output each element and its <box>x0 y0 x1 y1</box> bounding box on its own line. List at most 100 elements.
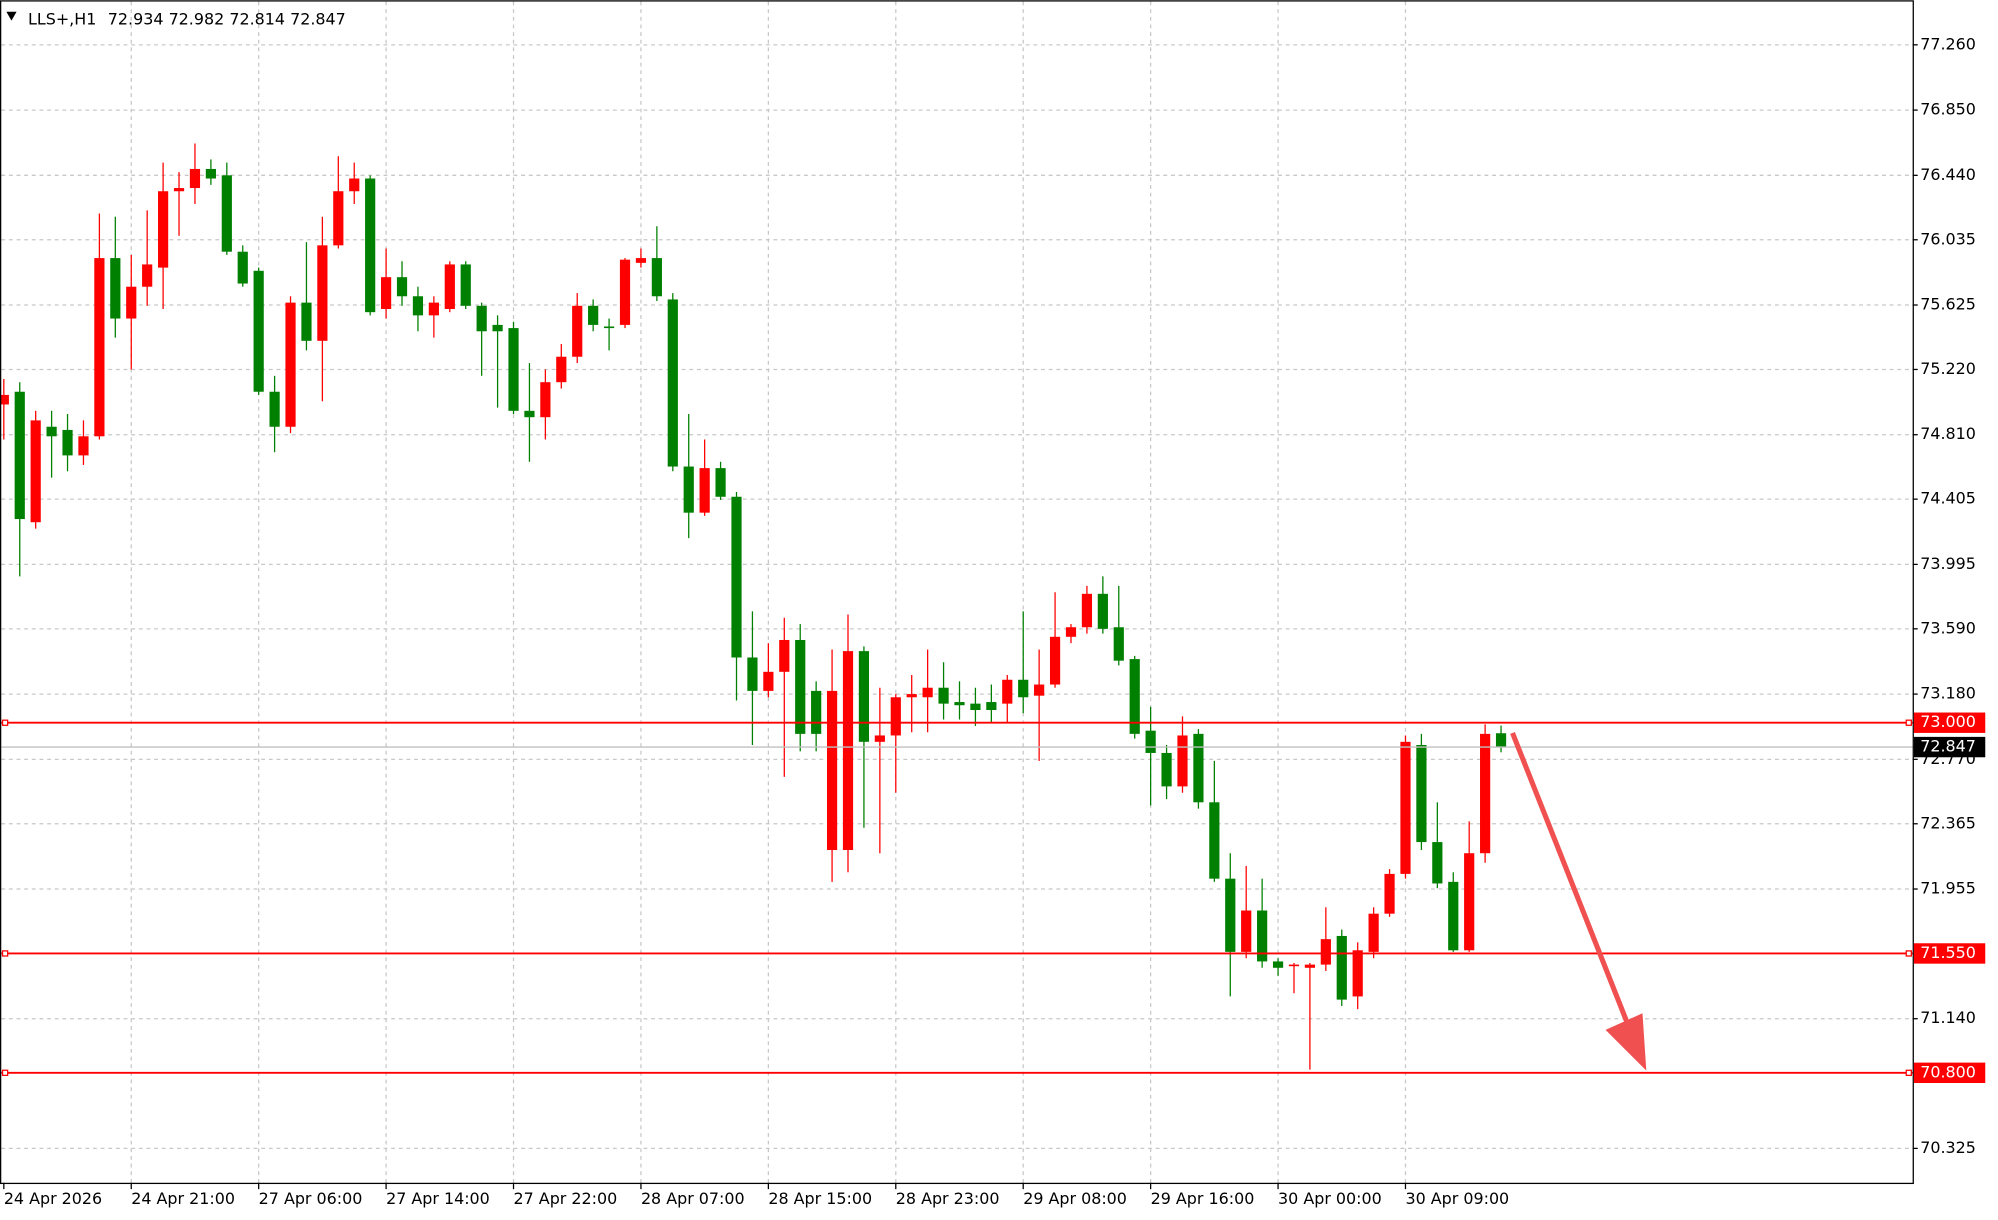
x-tick-label: 24 Apr 21:00 <box>131 1189 235 1208</box>
candle-body <box>412 296 424 316</box>
candle-body <box>492 324 503 332</box>
x-tick-label: 29 Apr 16:00 <box>1151 1189 1255 1208</box>
candle-body <box>110 258 121 319</box>
candle-body <box>779 639 790 672</box>
candle-body <box>1081 593 1093 628</box>
candle-body <box>1049 636 1061 685</box>
symbol: LLS+,H1 <box>28 9 96 28</box>
candle-body <box>922 687 933 698</box>
y-tick-label: 73.590 <box>1920 618 1976 637</box>
candle-body <box>874 735 885 742</box>
y-tick-label: 73.180 <box>1920 684 1976 703</box>
candle-body <box>94 258 105 437</box>
level-label-bg <box>1913 712 1986 733</box>
candle-body <box>460 264 471 306</box>
x-tick-label: 24 Apr 2026 <box>4 1189 102 1208</box>
y-tick-label: 74.810 <box>1920 424 1976 443</box>
level-label: 70.800 <box>1920 1062 1976 1081</box>
candle-body <box>14 391 25 520</box>
candle-body <box>1304 964 1316 968</box>
candle-body <box>556 356 567 383</box>
candle-body <box>205 168 216 179</box>
candle-body <box>954 702 965 706</box>
candle-body <box>126 286 137 319</box>
y-tick-label: 76.440 <box>1920 165 1976 184</box>
y-tick-label: 70.325 <box>1920 1138 1976 1157</box>
candle-body <box>1113 627 1124 661</box>
candle-body <box>1480 733 1491 854</box>
candle-body <box>62 429 73 456</box>
candle-body <box>317 245 328 341</box>
candle-body <box>1272 961 1284 968</box>
candle-body <box>365 178 376 313</box>
candle-body <box>1209 802 1220 879</box>
arrow-shaft <box>1510 732 1634 1034</box>
candle-body <box>1002 679 1013 704</box>
candle-body <box>1241 910 1252 952</box>
level-label-bg <box>1913 943 1986 964</box>
level-handle <box>1 1069 9 1076</box>
close: 72.847 <box>290 9 346 28</box>
candle-body <box>78 436 89 456</box>
candle-body <box>715 468 726 497</box>
y-tick-label: 71.955 <box>1920 879 1976 898</box>
candle-body <box>1129 659 1140 734</box>
candle-body <box>1065 627 1077 637</box>
x-tick-label: 30 Apr 09:00 <box>1405 1189 1509 1208</box>
y-tick-label: 75.625 <box>1920 295 1976 314</box>
y-tick-label: 76.850 <box>1920 100 1976 119</box>
candle-body <box>986 702 997 710</box>
candle-body <box>540 382 551 418</box>
candle-body <box>253 270 264 392</box>
candle-body <box>635 258 647 263</box>
candle-body <box>683 466 694 513</box>
candle-body <box>588 305 599 325</box>
candle-body <box>1400 741 1411 874</box>
y-tick-label: 74.405 <box>1920 489 1976 508</box>
candle-body <box>237 251 248 284</box>
x-tick-label: 27 Apr 22:00 <box>514 1189 618 1208</box>
candle-body <box>333 191 344 246</box>
grid <box>1 1 1913 1183</box>
high: 72.982 <box>169 9 225 28</box>
menu-triangle[interactable] <box>6 11 17 21</box>
y-tick-label: 76.035 <box>1920 229 1976 248</box>
candle-body <box>1177 735 1188 787</box>
level-handle <box>1905 950 1912 957</box>
candle-body <box>476 305 487 332</box>
x-tick-label: 28 Apr 07:00 <box>641 1189 745 1208</box>
level-handle <box>1905 719 1912 726</box>
y-tick-label: 71.140 <box>1920 1008 1976 1027</box>
candle-body <box>970 703 981 710</box>
candle-body <box>811 690 822 734</box>
level-label: 71.550 <box>1920 943 1976 962</box>
candle-body <box>444 264 455 309</box>
candle-body <box>1257 910 1268 962</box>
y-tick-label: 73.995 <box>1920 554 1976 573</box>
x-tick-label: 27 Apr 06:00 <box>259 1189 363 1208</box>
candle-body <box>269 391 280 427</box>
arrow <box>1510 732 1647 1071</box>
candle-body <box>221 175 232 252</box>
plot-border <box>0 0 1914 1185</box>
candle-body <box>651 258 662 297</box>
candle-body <box>142 264 153 287</box>
candle-body <box>763 671 774 691</box>
candle-body <box>1193 733 1204 803</box>
x-tick-label: 27 Apr 14:00 <box>386 1189 490 1208</box>
level-label-bg <box>1913 1062 1986 1084</box>
candle-body <box>890 697 901 736</box>
candle-body <box>189 168 201 189</box>
candle-body <box>1034 684 1045 696</box>
candle-body <box>285 302 296 427</box>
candle-body <box>1320 939 1331 965</box>
candle-body <box>572 305 583 357</box>
candle-body <box>667 299 678 467</box>
y-tick-label: 75.220 <box>1920 359 1976 378</box>
candle-body <box>826 690 838 851</box>
low: 72.814 <box>229 9 285 28</box>
candle-body <box>396 277 408 297</box>
candle-body <box>1432 842 1443 884</box>
candle-body <box>1018 679 1029 698</box>
